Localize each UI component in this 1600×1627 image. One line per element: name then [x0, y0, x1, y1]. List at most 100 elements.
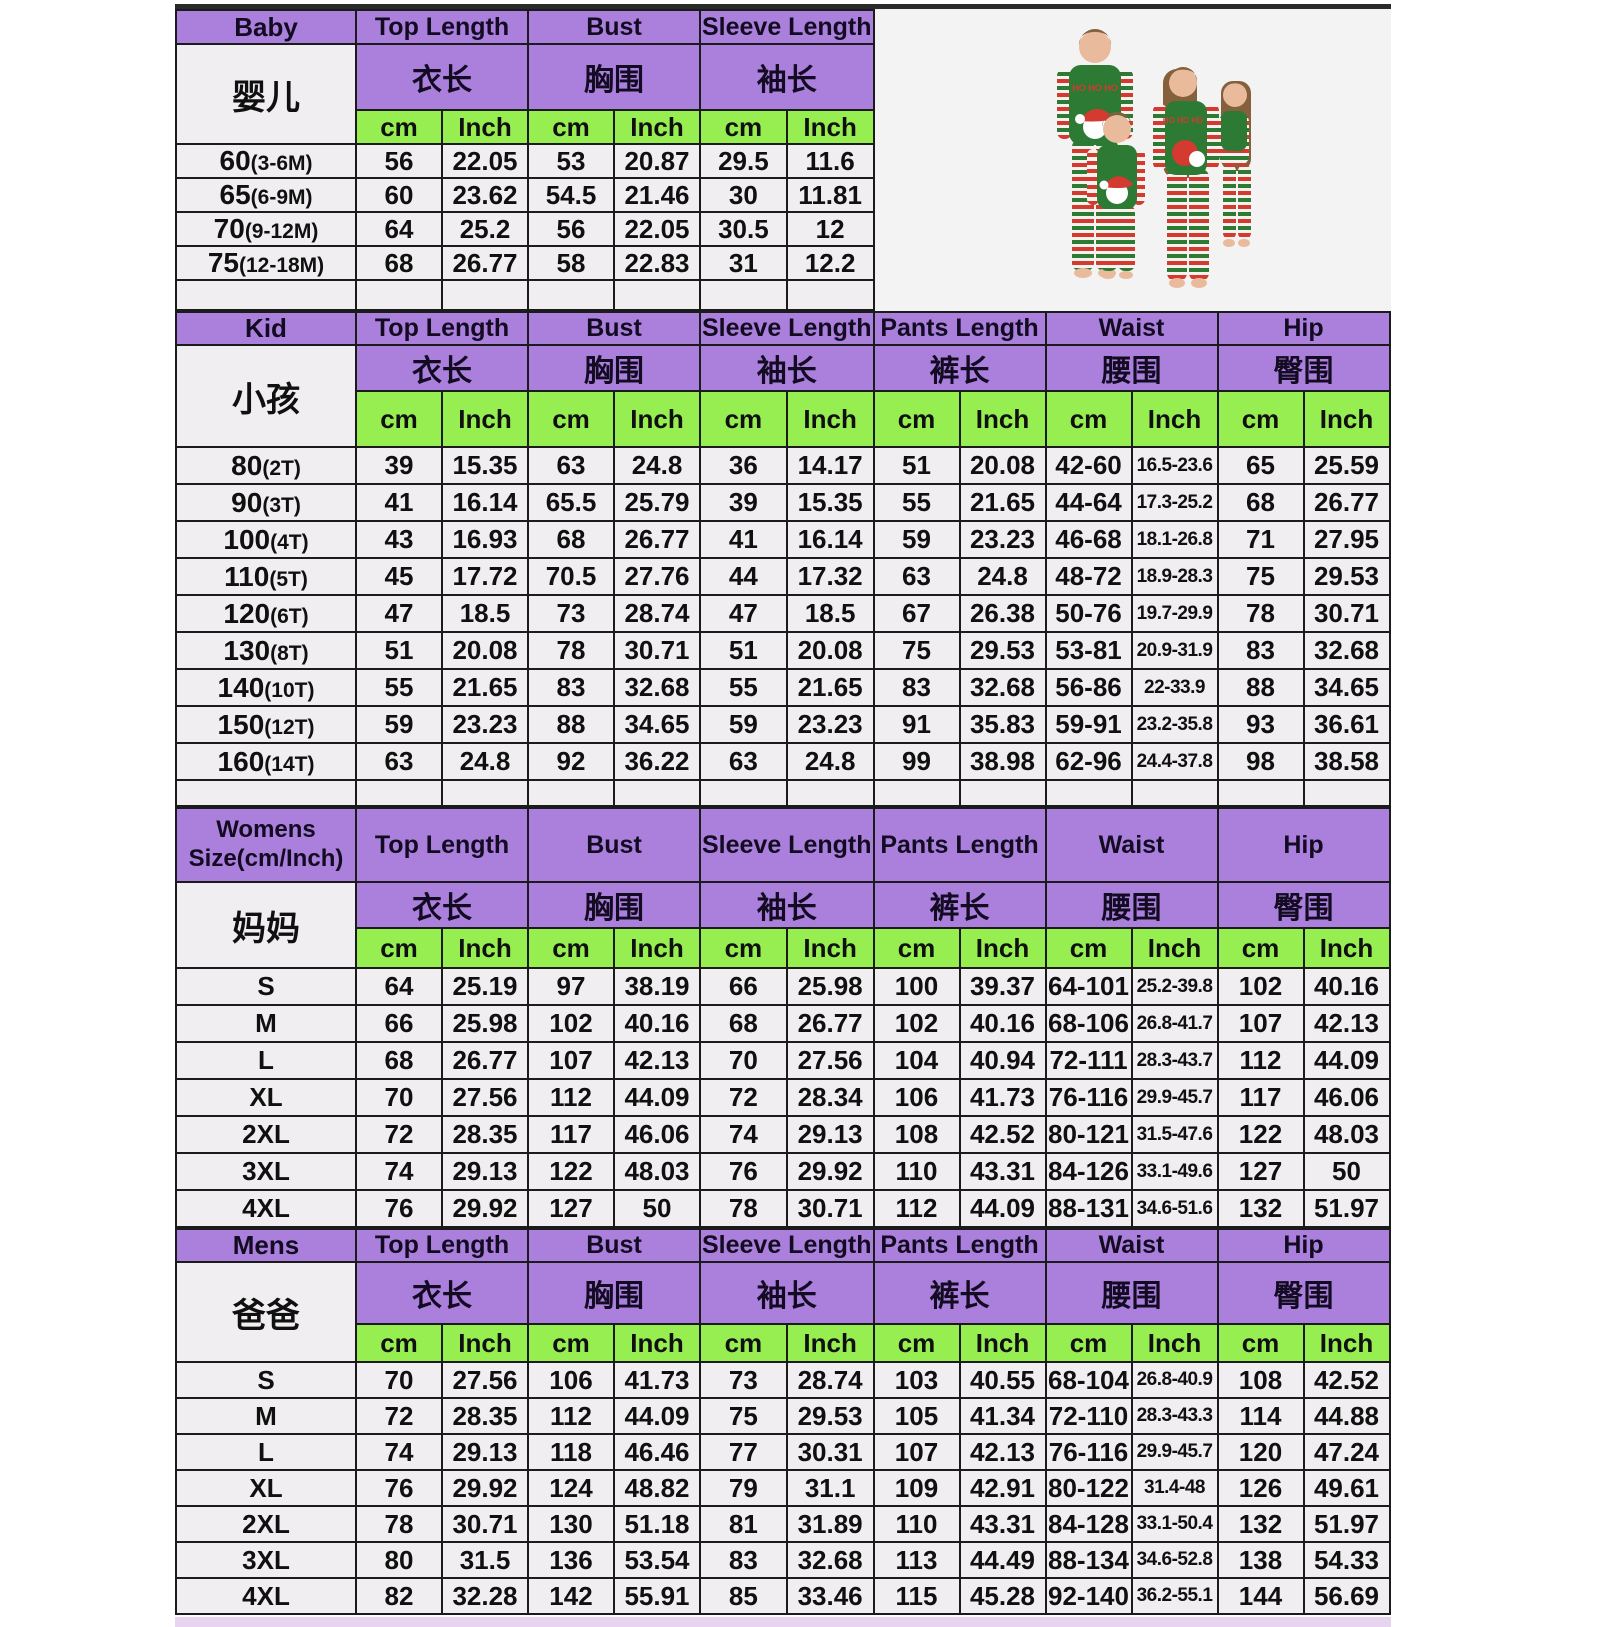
value-cell: 53-81 — [1044, 631, 1133, 670]
kid-row-90-3t: 90(3T) 41 16.14 65.5 25.79 39 15.35 55 21.65 44-6… — [175, 483, 1391, 522]
value-cell: 76 — [699, 1152, 788, 1191]
value-cell: 28.35 — [441, 1115, 529, 1154]
value-cell: 24.8 — [613, 446, 701, 485]
value-cell: 79 — [699, 1469, 788, 1507]
value-cell: 53 — [527, 143, 615, 179]
value-cell: 23.23 — [785, 705, 875, 744]
value-cell: 27.56 — [441, 1361, 529, 1399]
size-label: 160(14T) — [175, 742, 357, 781]
waist-header-cn: 腰围 — [1044, 881, 1219, 929]
empty-cell — [785, 779, 875, 807]
bust-header: Bust — [527, 311, 701, 346]
value-cell: 75 — [1216, 557, 1305, 596]
value-cell: 62-96 — [1044, 742, 1133, 781]
sleeve-length-header-cn: 袖长 — [699, 1261, 875, 1325]
value-cell: 40.16 — [958, 1004, 1047, 1043]
empty-cell — [355, 279, 443, 311]
value-cell: 21.65 — [958, 483, 1047, 522]
mens-row-m: M 72 28.35 112 44.09 75 29.53 105 41.34 72-110 28.… — [175, 1397, 1391, 1435]
bust-unit-inch: Inch — [613, 390, 701, 448]
value-cell: 34.65 — [1302, 668, 1391, 707]
value-cell: 48.82 — [613, 1469, 701, 1507]
value-cell: 80-121 — [1044, 1115, 1133, 1154]
value-cell: 41.73 — [958, 1078, 1047, 1117]
value-cell: 22-33.9 — [1130, 668, 1219, 707]
value-cell: 36.22 — [613, 742, 701, 781]
size-label: 70(9-12M) — [175, 211, 357, 247]
value-cell: 40.55 — [958, 1361, 1047, 1399]
womens-section-label: Womens Size(cm/Inch) — [175, 807, 357, 883]
value-cell: 36.2-55.1 — [1130, 1577, 1219, 1615]
value-cell: 33.1-49.6 — [1130, 1152, 1219, 1191]
waist-header-cn: 腰围 — [1044, 344, 1219, 392]
value-cell: 41 — [699, 520, 788, 559]
value-cell: 112 — [1216, 1041, 1305, 1080]
kid-row-110-5t: 110(5T) 45 17.72 70.5 27.76 44 17.32 63 24.8 48-7… — [175, 557, 1391, 596]
value-cell: 25.79 — [613, 483, 701, 522]
value-cell: 70.5 — [527, 557, 615, 596]
size-label: S — [175, 967, 357, 1006]
value-cell: 83 — [699, 1541, 788, 1579]
value-cell: 42.52 — [958, 1115, 1047, 1154]
mens-row-xl: XL 76 29.92 124 48.82 79 31.1 109 42.91 80-122 31.… — [175, 1469, 1391, 1507]
value-cell: 78 — [1216, 594, 1305, 633]
kid-row-120-6t: 120(6T) 47 18.5 73 28.74 47 18.5 67 26.38 50-76 19… — [175, 594, 1391, 633]
sleeve-length-header: Sleeve Length — [699, 9, 875, 45]
value-cell: 78 — [699, 1189, 788, 1228]
bust-unit-inch: Inch — [613, 109, 701, 145]
value-cell: 127 — [527, 1189, 615, 1228]
pants-length-unit-inch: Inch — [958, 1323, 1047, 1363]
hip-unit-inch: Inch — [1302, 1323, 1391, 1363]
womens-row-4xl: 4XL 76 29.92 127 50 78 30.71 112 44.09 88-131 34.6… — [175, 1189, 1391, 1228]
value-cell: 36.61 — [1302, 705, 1391, 744]
pants-length-unit-cm: cm — [872, 1323, 961, 1363]
value-cell: 132 — [1216, 1189, 1305, 1228]
value-cell: 105 — [872, 1397, 961, 1435]
value-cell: 75 — [872, 631, 961, 670]
value-cell: 112 — [872, 1189, 961, 1228]
value-cell: 97 — [527, 967, 615, 1006]
hip-header: Hip — [1216, 311, 1391, 346]
value-cell: 78 — [527, 631, 615, 670]
value-cell: 70 — [355, 1078, 443, 1117]
value-cell: 50-76 — [1044, 594, 1133, 633]
value-cell: 20.87 — [613, 143, 701, 179]
top-length-unit-cm: cm — [355, 1323, 443, 1363]
value-cell: 32.68 — [958, 668, 1047, 707]
value-cell: 24.4-37.8 — [1130, 742, 1219, 781]
mens-size-section: Mens Top Length Bust Sleeve Length Pants Len… — [175, 1228, 1391, 1615]
mom-figure: HO HO HO — [1152, 67, 1219, 288]
family-pajamas-illustration: HO HO HO HO HO HO — [874, 9, 1391, 299]
size-label: 140(10T) — [175, 668, 357, 707]
size-label: 75(12-18M) — [175, 245, 357, 281]
value-cell: 26.77 — [785, 1004, 875, 1043]
value-cell: 25.2 — [441, 211, 529, 247]
empty-cell — [175, 779, 357, 807]
value-cell: 144 — [1216, 1577, 1305, 1615]
value-cell: 109 — [872, 1469, 961, 1507]
value-cell: 33.1-50.4 — [1130, 1505, 1219, 1543]
value-cell: 88-134 — [1044, 1541, 1133, 1579]
kid-size-table: Kid Top Length Bust Sleeve Length Pants Leng… — [175, 311, 1391, 807]
family-photo: HO HO HO HO HO HO — [874, 9, 1391, 311]
value-cell: 16.14 — [441, 483, 529, 522]
value-cell: 47 — [699, 594, 788, 633]
value-cell: 34.6-51.6 — [1130, 1189, 1219, 1228]
hip-unit-inch: Inch — [1302, 927, 1391, 969]
value-cell: 20.08 — [958, 446, 1047, 485]
value-cell: 26.77 — [1302, 483, 1391, 522]
kid-row-160-14t: 160(14T) 63 24.8 92 36.22 63 24.8 99 38.98 62-96 2… — [175, 742, 1391, 781]
mens-section-label-cn: 爸爸 — [175, 1261, 357, 1363]
value-cell: 108 — [872, 1115, 961, 1154]
value-cell: 40.94 — [958, 1041, 1047, 1080]
top-length-unit-inch: Inch — [441, 927, 529, 969]
value-cell: 65 — [1216, 446, 1305, 485]
value-cell: 22.05 — [441, 143, 529, 179]
value-cell: 72-111 — [1044, 1041, 1133, 1080]
size-label: 130(8T) — [175, 631, 357, 670]
value-cell: 44.88 — [1302, 1397, 1391, 1435]
pants-length-unit-inch: Inch — [958, 927, 1047, 969]
bust-header: Bust — [527, 9, 701, 45]
value-cell: 44.09 — [613, 1078, 701, 1117]
value-cell: 72-110 — [1044, 1397, 1133, 1435]
